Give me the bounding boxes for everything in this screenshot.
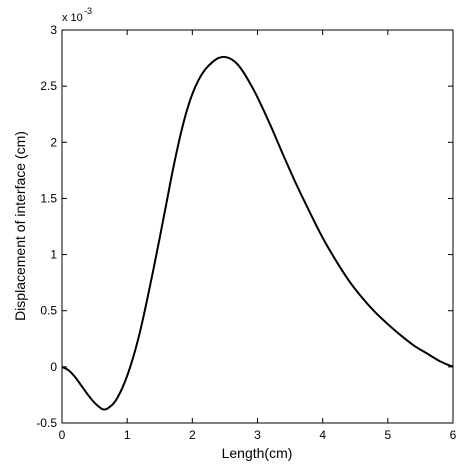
y-tick-label: 0 (50, 360, 57, 374)
plot-frame (61, 29, 454, 424)
y-tick-label: 2.5 (40, 79, 57, 93)
series-line (61, 55, 454, 411)
x-tick-label: 5 (384, 428, 391, 442)
x-tick-label: 3 (254, 428, 261, 442)
y-multiplier-label: x 10 (62, 12, 83, 24)
y-axis-label: Displacement of interface (cm) (12, 131, 28, 321)
y-tick-label: 1.5 (40, 191, 57, 205)
y-tick-label: 0.5 (40, 304, 57, 318)
x-tick-label: 6 (450, 428, 457, 442)
x-tick-label: 0 (59, 428, 66, 442)
y-tick-label: 1 (50, 248, 57, 262)
x-axis-label: Length(cm) (222, 445, 293, 461)
y-tick-label: 3 (50, 23, 57, 37)
x-tick-label: 2 (189, 428, 196, 442)
x-axis-ticks: 0 1 2 3 4 5 6 (59, 30, 457, 442)
y-tick-label: -0.5 (36, 416, 57, 430)
x-tick-label: 4 (319, 428, 326, 442)
y-tick-label: 2 (50, 135, 57, 149)
series-group (61, 55, 454, 411)
x-tick-label: 1 (124, 428, 131, 442)
y-multiplier-exponent: -3 (84, 6, 92, 16)
